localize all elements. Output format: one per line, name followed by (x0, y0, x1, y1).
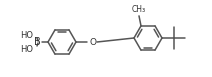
Text: B: B (34, 37, 40, 47)
Text: HO: HO (20, 45, 33, 54)
Text: CH₃: CH₃ (132, 5, 146, 14)
Text: HO: HO (20, 30, 33, 40)
Text: O: O (89, 37, 96, 47)
